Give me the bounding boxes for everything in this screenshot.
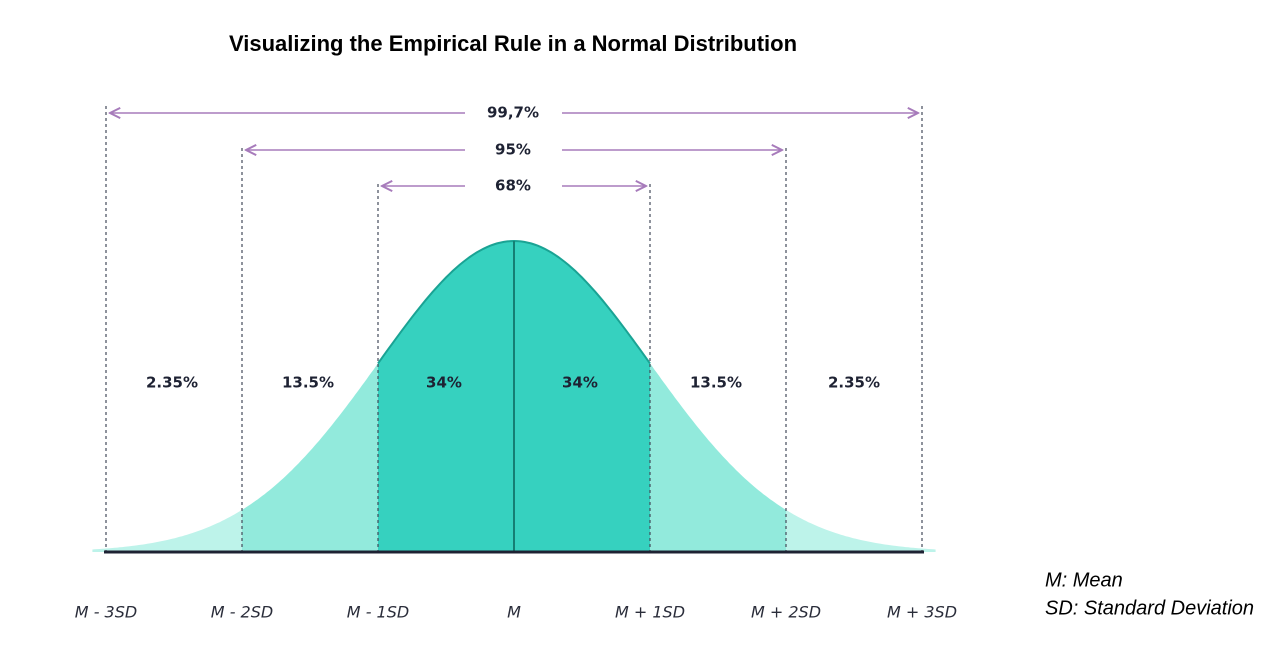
x-label: M	[507, 603, 521, 622]
curve-region	[650, 363, 786, 552]
region-label: 2.35%	[146, 374, 198, 392]
range-label: 99,7%	[487, 104, 539, 122]
title: Visualizing the Empirical Rule in a Norm…	[229, 31, 797, 56]
region-label: 34%	[562, 374, 598, 392]
x-label: M - 2SD	[211, 603, 273, 622]
legend-text: SD: Standard Deviation	[1045, 597, 1254, 619]
x-label: M + 3SD	[887, 603, 957, 622]
curve-region	[92, 509, 243, 552]
x-label: M + 1SD	[615, 603, 685, 622]
region-label: 2.35%	[828, 374, 880, 392]
x-label: M + 2SD	[751, 603, 821, 622]
curve-region	[242, 363, 378, 552]
x-label: M - 3SD	[75, 603, 137, 622]
x-label: M - 1SD	[347, 603, 409, 622]
region-label: 13.5%	[690, 374, 742, 392]
range-label: 68%	[495, 177, 531, 195]
region-label: 34%	[426, 374, 462, 392]
range-label: 95%	[495, 141, 531, 159]
region-label: 13.5%	[282, 374, 334, 392]
legend-text: M: Mean	[1045, 569, 1123, 591]
curve-region	[786, 509, 936, 552]
